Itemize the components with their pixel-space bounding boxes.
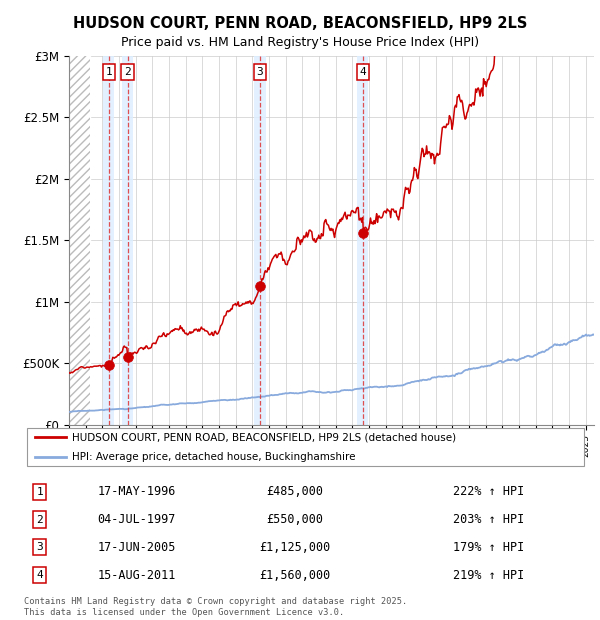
Bar: [69, 56, 90, 425]
Text: 203% ↑ HPI: 203% ↑ HPI: [452, 513, 524, 526]
Bar: [103, 56, 115, 425]
Text: Price paid vs. HM Land Registry's House Price Index (HPI): Price paid vs. HM Land Registry's House …: [121, 36, 479, 49]
Text: £550,000: £550,000: [266, 513, 323, 526]
FancyBboxPatch shape: [27, 428, 584, 466]
Text: Contains HM Land Registry data © Crown copyright and database right 2025.
This d: Contains HM Land Registry data © Crown c…: [24, 598, 407, 617]
Bar: [254, 56, 266, 425]
Text: 4: 4: [37, 570, 43, 580]
Bar: [357, 56, 368, 425]
Text: £485,000: £485,000: [266, 485, 323, 498]
Text: HUDSON COURT, PENN ROAD, BEACONSFIELD, HP9 2LS (detached house): HUDSON COURT, PENN ROAD, BEACONSFIELD, H…: [72, 432, 456, 442]
Text: 17-MAY-1996: 17-MAY-1996: [98, 485, 176, 498]
Text: 4: 4: [359, 67, 366, 77]
Bar: [69, 56, 90, 425]
Text: 222% ↑ HPI: 222% ↑ HPI: [452, 485, 524, 498]
Text: 1: 1: [37, 487, 43, 497]
Text: 1: 1: [105, 67, 112, 77]
Text: 3: 3: [37, 542, 43, 552]
Text: 04-JUL-1997: 04-JUL-1997: [98, 513, 176, 526]
Text: 15-AUG-2011: 15-AUG-2011: [98, 569, 176, 582]
Text: 179% ↑ HPI: 179% ↑ HPI: [452, 541, 524, 554]
Text: 17-JUN-2005: 17-JUN-2005: [98, 541, 176, 554]
Text: £1,125,000: £1,125,000: [259, 541, 331, 554]
Text: 3: 3: [257, 67, 263, 77]
Text: 219% ↑ HPI: 219% ↑ HPI: [452, 569, 524, 582]
Text: £1,560,000: £1,560,000: [259, 569, 331, 582]
Bar: [122, 56, 133, 425]
Text: 2: 2: [124, 67, 131, 77]
Text: HUDSON COURT, PENN ROAD, BEACONSFIELD, HP9 2LS: HUDSON COURT, PENN ROAD, BEACONSFIELD, H…: [73, 16, 527, 30]
Text: 2: 2: [37, 515, 43, 525]
Text: HPI: Average price, detached house, Buckinghamshire: HPI: Average price, detached house, Buck…: [72, 452, 355, 462]
